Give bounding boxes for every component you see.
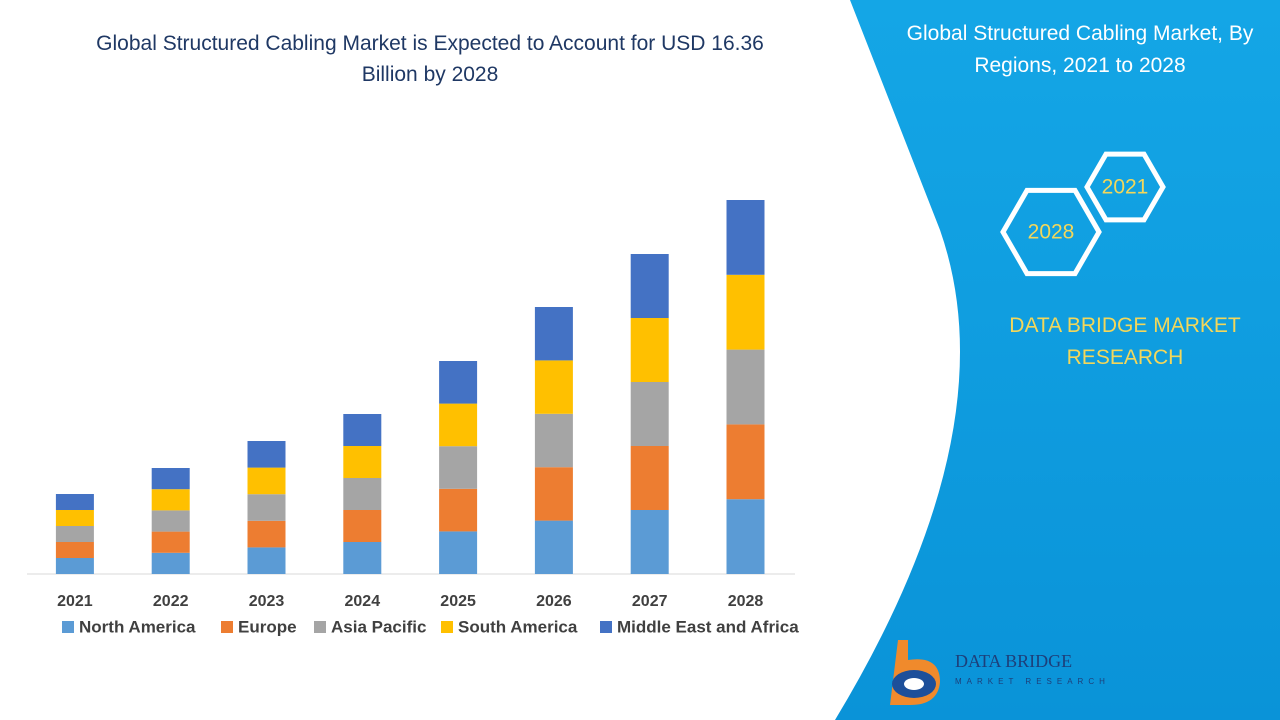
bar-segment [726, 499, 765, 574]
panel-title: Global Structured Cabling Market, By Reg… [906, 22, 1254, 77]
chart-title: Global Structured Cabling Market is Expe… [96, 32, 764, 86]
legend-label: Asia Pacific [331, 617, 426, 636]
bar-segment [55, 542, 94, 558]
bar-segment [247, 520, 286, 548]
bar-segment [55, 510, 94, 526]
bar-segment [151, 489, 190, 511]
bar-segment [55, 526, 94, 542]
logo-name: DATA BRIDGE [955, 651, 1072, 671]
brand-text: DATA BRIDGE MARKET RESEARCH [1009, 314, 1241, 369]
bar-segment [55, 558, 94, 574]
bar-segment [247, 547, 286, 574]
bar-segment [439, 488, 478, 532]
bar-segment [343, 510, 382, 542]
bar-segment [55, 494, 94, 510]
bar-segment [534, 307, 573, 361]
legend-label: Middle East and Africa [617, 617, 799, 636]
x-tick-label: 2025 [440, 593, 476, 610]
bar-segment [630, 382, 669, 446]
hexagon-label: 2021 [1102, 176, 1149, 199]
hexagon-label: 2028 [1028, 221, 1075, 244]
bar-segment [726, 274, 765, 350]
legend-label: South America [458, 617, 578, 636]
bar-segment [534, 520, 573, 574]
x-tick-label: 2023 [249, 593, 285, 610]
bar-segment [726, 424, 765, 500]
legend-swatch [62, 621, 74, 633]
bar-segment [439, 361, 478, 404]
bar-segment [439, 403, 478, 447]
legend-label: North America [79, 617, 196, 636]
bar-segment [247, 467, 286, 495]
bar-segment [151, 468, 190, 490]
x-tick-label: 2024 [345, 593, 381, 610]
hexagon [1084, 151, 1166, 223]
bar-segment [247, 441, 286, 468]
bar-segment [534, 360, 573, 414]
bar-segment [630, 510, 669, 574]
bar-segment [151, 552, 190, 574]
bar-segment [534, 413, 573, 468]
bar-segment [630, 318, 669, 382]
bar-segment [439, 446, 478, 489]
bar-segment [247, 494, 286, 521]
x-tick-label: 2022 [153, 593, 189, 610]
bar-segment [343, 414, 382, 446]
legend-swatch [600, 621, 612, 633]
bar-segment [151, 531, 190, 553]
x-tick-label: 2028 [728, 593, 764, 610]
legend-swatch [441, 621, 453, 633]
x-tick-label: 2027 [632, 593, 668, 610]
legend-label: Europe [238, 617, 297, 636]
legend-swatch [314, 621, 326, 633]
bar-segment [726, 200, 765, 275]
side-panel [835, 0, 1280, 720]
bar-segment [343, 542, 382, 574]
logo-tagline: MARKET RESEARCH [955, 677, 1110, 686]
x-tick-label: 2026 [536, 593, 572, 610]
bar-segment [151, 510, 190, 532]
bar-segment [343, 446, 382, 478]
legend-swatch [221, 621, 233, 633]
bar-segment [726, 349, 765, 425]
bar-segment [534, 467, 573, 521]
logo-icon [890, 640, 940, 705]
bar-segment [630, 254, 669, 318]
bar-segment [439, 531, 478, 574]
x-tick-label: 2021 [57, 593, 93, 610]
bar-segment [343, 478, 382, 510]
bar-segment [630, 446, 669, 510]
hexagon [1000, 187, 1102, 277]
